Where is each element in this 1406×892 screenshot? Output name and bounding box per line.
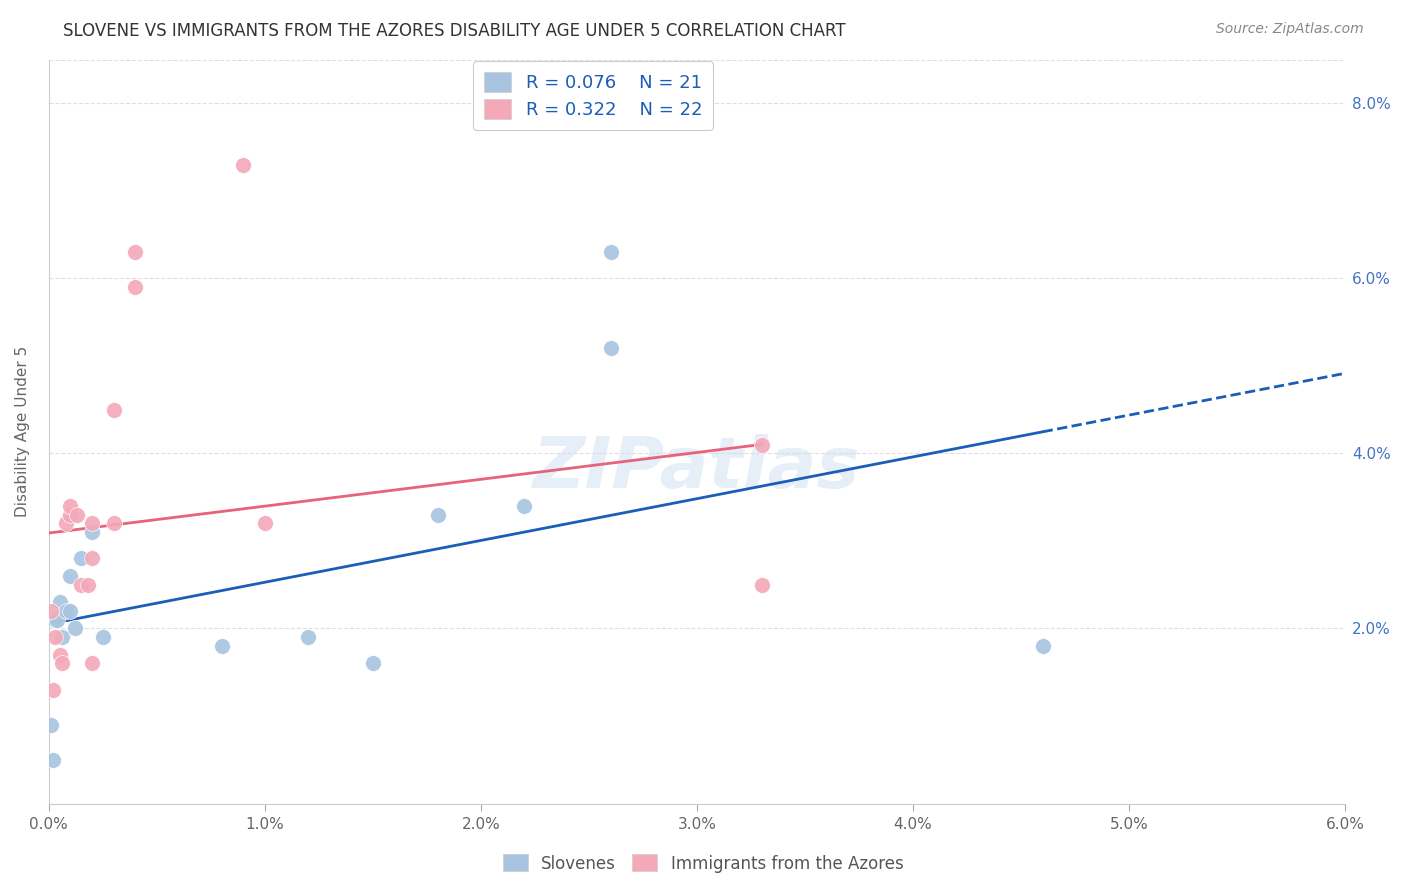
Point: [63, 622, 86, 636]
Legend: R = 0.076    N = 21, R = 0.322    N = 22: R = 0.076 N = 21, R = 0.322 N = 22: [474, 62, 713, 130]
Point: [211, 639, 233, 653]
Point: [51, 657, 73, 671]
Point: [48, 595, 70, 609]
Point: [80, 551, 103, 566]
Point: [55, 604, 77, 618]
Point: [44, 613, 66, 627]
Point: [751, 578, 773, 592]
Point: [91, 630, 114, 644]
Point: [513, 499, 536, 513]
Point: [103, 516, 125, 531]
Point: [59, 508, 82, 522]
Point: [39, 604, 62, 618]
Point: [80, 657, 103, 671]
Point: [66, 508, 89, 522]
Point: [80, 525, 103, 540]
Point: [59, 499, 82, 513]
Point: [51, 630, 73, 644]
Point: [124, 280, 146, 294]
Point: [124, 245, 146, 260]
Point: [253, 516, 276, 531]
Point: [232, 158, 254, 172]
Point: [426, 508, 449, 522]
Point: [42, 682, 65, 697]
Point: [1032, 639, 1054, 653]
Text: SLOVENE VS IMMIGRANTS FROM THE AZORES DISABILITY AGE UNDER 5 CORRELATION CHART: SLOVENE VS IMMIGRANTS FROM THE AZORES DI…: [63, 22, 846, 40]
Point: [70, 578, 93, 592]
Point: [76, 578, 98, 592]
Point: [46, 613, 69, 627]
Point: [59, 569, 82, 583]
Point: [44, 630, 66, 644]
Point: [599, 342, 621, 356]
Point: [39, 717, 62, 731]
Point: [103, 402, 125, 417]
Point: [59, 604, 82, 618]
Text: ZIPatlas: ZIPatlas: [533, 434, 860, 503]
Text: Source: ZipAtlas.com: Source: ZipAtlas.com: [1216, 22, 1364, 37]
Point: [751, 438, 773, 452]
Point: [297, 630, 319, 644]
Legend: Slovenes, Immigrants from the Azores: Slovenes, Immigrants from the Azores: [496, 847, 910, 880]
Point: [361, 657, 384, 671]
Point: [42, 753, 65, 767]
Point: [48, 648, 70, 662]
Point: [599, 245, 621, 260]
Point: [55, 516, 77, 531]
Point: [70, 551, 93, 566]
Point: [80, 516, 103, 531]
Y-axis label: Disability Age Under 5: Disability Age Under 5: [15, 346, 30, 517]
